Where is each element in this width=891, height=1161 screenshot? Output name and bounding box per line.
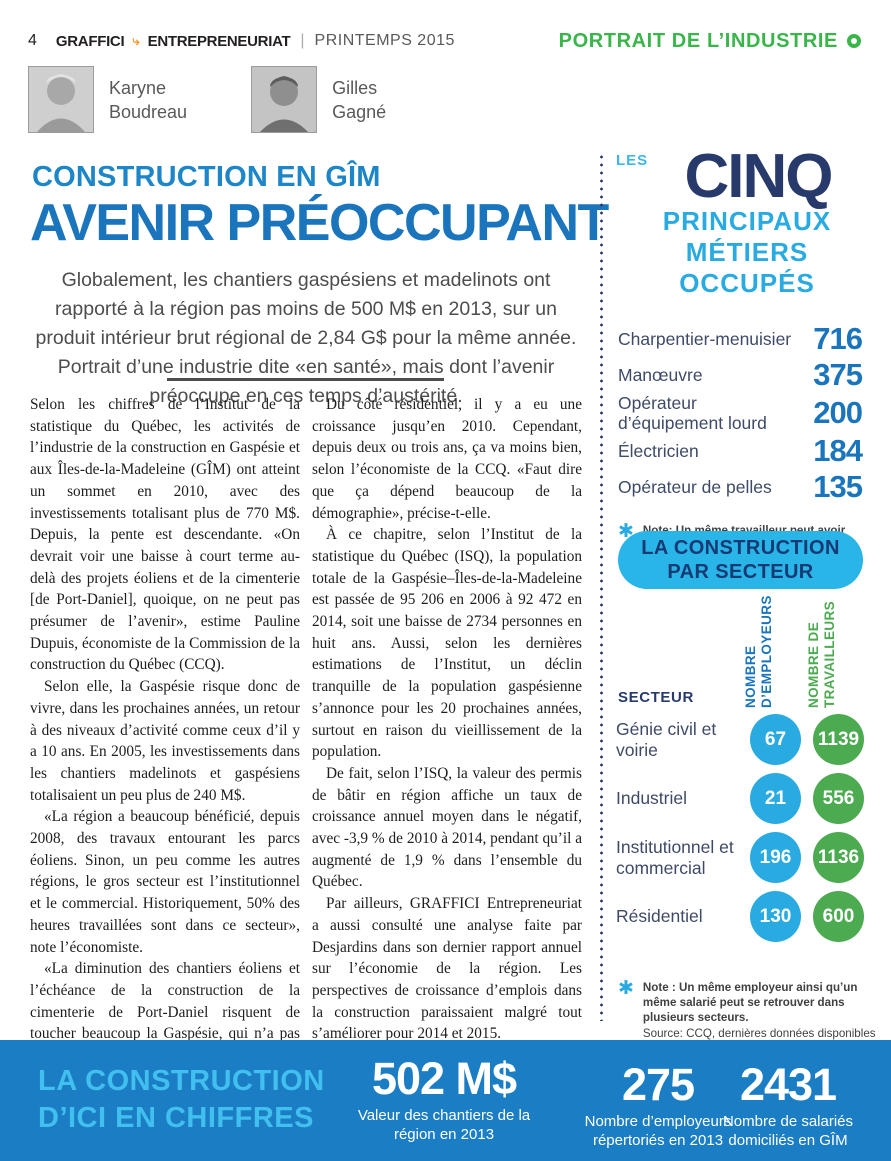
author-photo xyxy=(251,66,318,133)
vhead-line: D’EMPLOYEURS xyxy=(759,595,774,708)
section-title: PORTRAIT DE L’INDUSTRIE xyxy=(558,29,838,52)
vhead-line: TRAVAILLEURS xyxy=(822,600,837,708)
paragraph: Selon elle, la Gaspésie risque donc de v… xyxy=(30,678,300,804)
list-item: Électricien 184 xyxy=(618,433,863,469)
table-row: Institutionnel et commercial 196 1136 xyxy=(616,832,878,883)
stat-caption: Valeur des chantiers de la région en 201… xyxy=(357,1107,531,1143)
travailleurs-badge: 1139 xyxy=(813,714,864,765)
masthead: 4 GRAFFICI ⤷ ENTREPRENEURIAT | PRINTEMPS… xyxy=(28,32,455,50)
travailleurs-badge: 1136 xyxy=(813,832,864,883)
vhead-line: NOMBRE DE xyxy=(806,621,821,708)
metiers-list: Charpentier-menuisier 716 Manœuvre 375 O… xyxy=(616,321,878,505)
graffici-flame-icon: ⤷ xyxy=(132,33,140,48)
sector-label: Institutionnel et commercial xyxy=(616,836,734,878)
metier-value: 716 xyxy=(813,321,863,356)
article-kicker: CONSTRUCTION EN GÎM xyxy=(32,161,381,193)
heading-cinq: CINQ xyxy=(684,142,834,211)
metier-value: 184 xyxy=(813,433,863,468)
metier-label: Opérateur d’équipement lourd xyxy=(618,393,767,433)
magazine-logo: GRAFFICI xyxy=(55,32,125,50)
list-item: Manœuvre 375 xyxy=(618,357,863,393)
metier-label: Charpentier-menuisier xyxy=(618,329,792,349)
ring-icon xyxy=(847,34,861,48)
list-item: Opérateur d’équipement lourd 200 xyxy=(618,393,863,433)
magazine-logo-suffix: ENTREPRENEURIAT xyxy=(147,32,291,50)
metiers-sidebar: LES CINQ PRINCIPAUX MÉTIERS OCCUPÉS Char… xyxy=(616,146,878,570)
table-row: Résidentiel 130 600 xyxy=(616,891,878,942)
sector-label: Génie civil et voirie xyxy=(616,718,717,760)
footer-title-line2: D’ICI EN CHIFFRES xyxy=(38,1102,314,1134)
stat-value: 502 M$ xyxy=(371,1053,517,1104)
vhead-line: NOMBRE xyxy=(743,645,758,708)
section-tag: PORTRAIT DE L’INDUSTRIE xyxy=(559,30,861,53)
note-text: Note : Un même employeur ainsi qu’un mêm… xyxy=(642,981,858,1024)
metier-label: Électricien xyxy=(618,441,699,461)
heading-principaux: PRINCIPAUX xyxy=(662,206,832,236)
paragraph: «La région a beaucoup bénéficié, depuis … xyxy=(30,808,300,956)
footer-title-line1: LA CONSTRUCTION xyxy=(38,1065,325,1097)
paragraph: À ce chapitre, selon l’Institut de la st… xyxy=(312,526,582,761)
metier-label: Opérateur de pelles xyxy=(618,477,772,497)
page-header: 4 GRAFFICI ⤷ ENTREPRENEURIAT | PRINTEMPS… xyxy=(28,30,861,52)
paragraph: Du côté résidentiel, il y a eu une crois… xyxy=(312,396,582,522)
author-name: Gilles Gagné xyxy=(332,77,387,122)
employeurs-badge: 130 xyxy=(750,891,801,942)
divider-rule xyxy=(167,378,444,381)
author-name: Karyne Boudreau xyxy=(109,77,188,122)
heading-metiers-occupes: MÉTIERS OCCUPÉS xyxy=(679,237,815,298)
travailleurs-badge: 600 xyxy=(813,891,864,942)
sector-label: Industriel xyxy=(616,788,688,808)
footer-title: LA CONSTRUCTION D’ICI EN CHIFFRES xyxy=(38,1063,325,1137)
heading-les: LES xyxy=(616,152,649,169)
authors-row: Karyne Boudreau Gilles Gagné xyxy=(28,66,386,133)
article-lead: Globalement, les chantiers gaspésiens et… xyxy=(35,269,577,407)
stat-valeur-chantiers: 502 M$ Valeur des chantiers de la région… xyxy=(356,1056,532,1144)
author-karyne: Karyne Boudreau xyxy=(28,66,187,133)
employeurs-badge: 21 xyxy=(750,773,801,824)
table-row: Génie civil et voirie 67 1139 xyxy=(616,714,878,765)
secteur-title-pill: LA CONSTRUCTION PAR SECTEUR xyxy=(618,531,863,589)
metier-value: 375 xyxy=(813,357,863,392)
portrait-placeholder-icon xyxy=(252,67,317,132)
stat-value: 2431 xyxy=(739,1059,837,1110)
secteur-row-header: SECTEUR xyxy=(618,689,694,706)
paragraph: Selon les chiffres de l’Institut de la s… xyxy=(30,396,300,674)
table-row: Industriel 21 556 xyxy=(616,773,878,824)
metier-value: 135 xyxy=(813,469,863,504)
paragraph: De fait, selon l’ISQ, la valeur des perm… xyxy=(312,764,582,891)
metier-label: Manœuvre xyxy=(618,365,703,385)
secteur-table: Génie civil et voirie 67 1139 Industriel… xyxy=(616,714,878,942)
author-photo xyxy=(28,66,94,133)
stat-salaries: 2431 Nombre de salariés domiciliés en GÎ… xyxy=(700,1062,876,1150)
author-gilles: Gilles Gagné xyxy=(251,66,386,133)
travailleurs-badge: 556 xyxy=(813,773,864,824)
employeurs-badge: 196 xyxy=(750,832,801,883)
employeurs-badge: 67 xyxy=(750,714,801,765)
page-number: 4 xyxy=(28,32,37,49)
portrait-placeholder-icon xyxy=(29,67,93,132)
dotted-divider xyxy=(600,153,603,1021)
metier-value: 200 xyxy=(813,395,863,430)
column-header-travailleurs: NOMBRE DE TRAVAILLEURS xyxy=(806,600,838,708)
stat-employeurs: 275 Nombre d’employeurs répertoriés en 2… xyxy=(570,1062,746,1150)
list-item: Opérateur de pelles 135 xyxy=(618,469,863,505)
asterisk-icon: ✱ xyxy=(618,978,634,999)
column-header-employeurs: NOMBRE D’EMPLOYEURS xyxy=(743,595,775,708)
stat-caption: Nombre de salariés domiciliés en GÎM xyxy=(722,1113,854,1149)
paragraph: Par ailleurs, GRAFFICI Entrepreneuriat a… xyxy=(312,895,582,1043)
footer-banner: LA CONSTRUCTION D’ICI EN CHIFFRES 502 M$… xyxy=(0,1040,891,1161)
sector-label: Résidentiel xyxy=(616,906,703,926)
article-title: AVENIR PRÉOCCUPANT xyxy=(30,194,609,252)
masthead-divider: | xyxy=(300,32,305,49)
metiers-heading: LES CINQ PRINCIPAUX MÉTIERS OCCUPÉS xyxy=(616,146,878,299)
stat-caption: Nombre d’employeurs répertoriés en 2013 xyxy=(584,1113,732,1149)
issue-label: PRINTEMPS 2015 xyxy=(314,32,455,49)
pill-line1: LA CONSTRUCTION xyxy=(641,537,840,559)
list-item: Charpentier-menuisier 716 xyxy=(618,321,863,357)
stat-value: 275 xyxy=(621,1059,695,1110)
pill-line2: PAR SECTEUR xyxy=(667,561,814,583)
